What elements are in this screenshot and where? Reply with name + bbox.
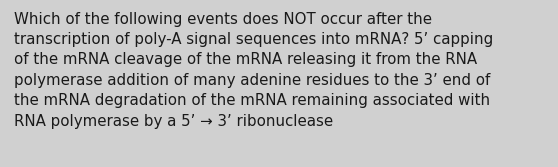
Text: Which of the following events does NOT occur after the
transcription of poly-A s: Which of the following events does NOT o… — [14, 12, 493, 129]
